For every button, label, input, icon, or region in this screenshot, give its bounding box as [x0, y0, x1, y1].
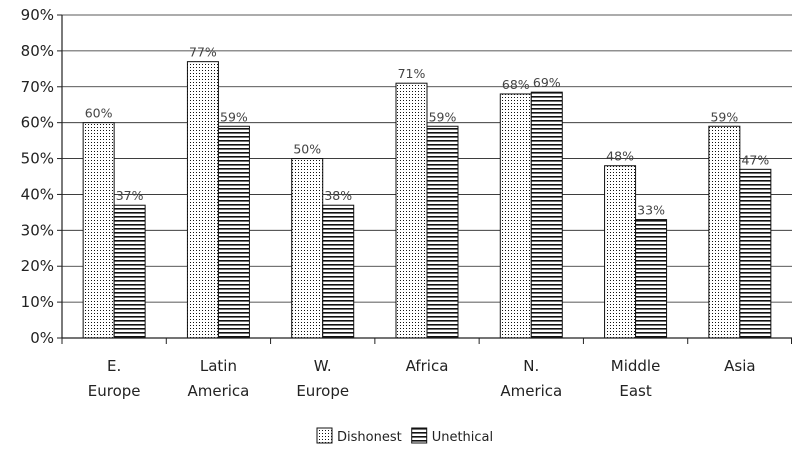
bar-unethical: [113, 204, 146, 339]
data-label: 69%: [533, 75, 561, 90]
legend: Dishonest Unethical: [316, 427, 493, 445]
labels: 0% 10% 20% 30% 40% 50% 60% 70% 80% 90% 60% 77% 50% 71…: [21, 6, 770, 400]
data-label: 59%: [429, 109, 457, 124]
data-label: 47%: [741, 152, 769, 167]
x-category-label: Africa: [406, 357, 449, 375]
data-label: 77%: [189, 45, 217, 60]
legend-swatch-dishonest: [316, 427, 333, 444]
data-label: 50%: [293, 142, 321, 157]
data-label: 71%: [398, 66, 426, 81]
y-tick-label: 30%: [21, 221, 54, 239]
bar-dishonest: [604, 165, 637, 339]
x-category-label: America: [187, 382, 249, 400]
y-tick-label: 40%: [21, 185, 54, 203]
bar-dishonest: [291, 158, 324, 339]
data-label: 37%: [116, 188, 144, 203]
bar-dishonest: [499, 93, 532, 339]
y-tick-label: 70%: [21, 78, 54, 96]
x-category-label: Asia: [724, 357, 755, 375]
x-category-label: Latin: [200, 357, 237, 375]
axes: [57, 14, 792, 344]
bar-unethical: [739, 168, 772, 339]
data-label: 68%: [502, 77, 530, 92]
legend-swatch-unethical: [411, 427, 428, 444]
x-category-label: Europe: [88, 382, 141, 400]
y-tick-label: 10%: [21, 293, 54, 311]
bars: [82, 61, 772, 339]
y-tick-label: 50%: [21, 150, 54, 168]
data-label: 59%: [710, 109, 738, 124]
data-label: 48%: [606, 149, 634, 164]
data-label: 59%: [220, 109, 248, 124]
data-label: 60%: [85, 106, 113, 121]
bar-unethical: [426, 125, 459, 339]
x-category-label: W.: [314, 357, 332, 375]
legend-label-dishonest: Dishonest: [337, 430, 402, 445]
y-tick-label: 60%: [21, 114, 54, 132]
y-tick-label: 20%: [21, 257, 54, 275]
bar-dishonest: [186, 61, 219, 339]
legend-label-unethical: Unethical: [432, 430, 493, 445]
x-category-label: E.: [107, 357, 121, 375]
x-category-label: Middle: [611, 357, 661, 375]
x-category-label: Europe: [296, 382, 349, 400]
y-tick-label: 90%: [21, 6, 54, 24]
bar-unethical: [322, 204, 355, 339]
y-tick-label: 80%: [21, 42, 54, 60]
x-category-label: America: [500, 382, 562, 400]
bar-dishonest: [82, 122, 115, 339]
bar-unethical: [217, 125, 250, 339]
bar-unethical: [635, 219, 668, 339]
bar-unethical: [530, 91, 563, 339]
x-category-label: N.: [523, 357, 539, 375]
x-category-label: East: [619, 382, 651, 400]
y-tick-label: 0%: [30, 329, 54, 347]
bar-dishonest: [395, 82, 428, 339]
data-label: 33%: [637, 203, 665, 218]
bar-dishonest: [708, 125, 741, 339]
data-label: 38%: [324, 188, 352, 203]
